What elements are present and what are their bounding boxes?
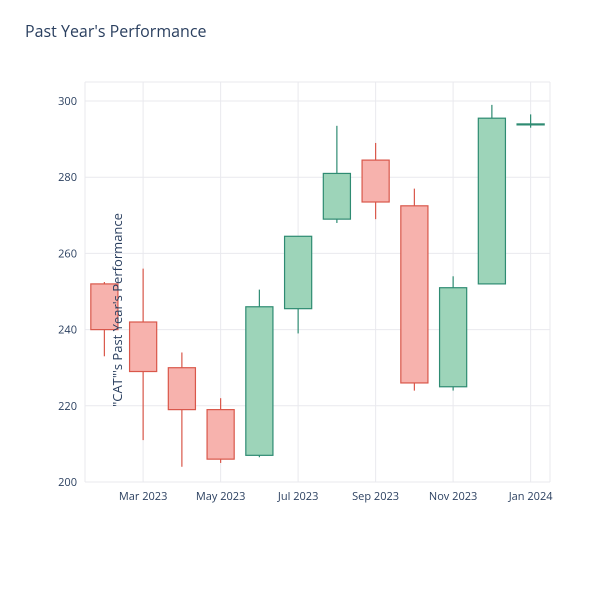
candlestick-chart: 200 220 240 260 280 300 Mar 2023 May 2023 Jul 20… bbox=[50, 72, 560, 512]
svg-text:Mar 2023: Mar 2023 bbox=[119, 489, 168, 504]
svg-text:Jan 2024: Jan 2024 bbox=[508, 489, 554, 504]
svg-text:240: 240 bbox=[58, 323, 77, 338]
y-axis-label: "CAT"'s Past Year's Performance bbox=[108, 213, 126, 407]
chart-container: Past Year's Performance "CAT"'s Past Yea… bbox=[20, 20, 580, 580]
svg-text:220: 220 bbox=[58, 399, 77, 414]
svg-text:Nov 2023: Nov 2023 bbox=[429, 489, 477, 504]
chart-title: Past Year's Performance bbox=[25, 20, 580, 42]
svg-text:Sep 2023: Sep 2023 bbox=[352, 489, 399, 504]
svg-text:200: 200 bbox=[58, 475, 77, 490]
plot-area: "CAT"'s Past Year's Performance 200 220 24… bbox=[50, 72, 590, 547]
svg-text:Jul 2023: Jul 2023 bbox=[277, 489, 319, 504]
svg-text:260: 260 bbox=[58, 246, 77, 261]
svg-text:300: 300 bbox=[58, 94, 77, 109]
svg-text:280: 280 bbox=[58, 170, 77, 185]
svg-text:May 2023: May 2023 bbox=[196, 489, 246, 504]
